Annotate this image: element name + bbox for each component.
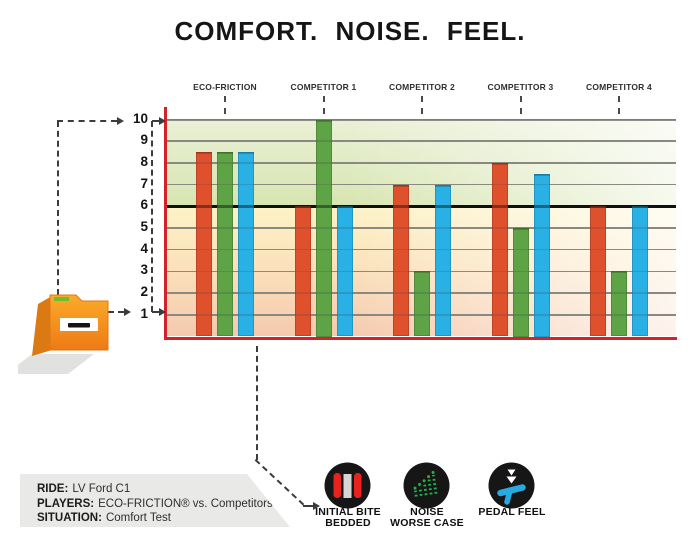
bar-pedal-feel — [238, 152, 254, 337]
legend-connector-horizontal — [303, 505, 313, 507]
bar-noise — [512, 228, 529, 337]
info-ride-label: RIDE: — [37, 483, 69, 495]
y-tick-label: 4 — [140, 240, 148, 256]
info-box: RIDE: LV Ford C1 PLAYERS: ECO-FRICTION® vs… — [20, 474, 290, 527]
threshold-line — [167, 205, 676, 208]
arrow-right-icon — [159, 308, 166, 316]
arrow-right-icon — [124, 308, 131, 316]
bar-initial-bite — [393, 184, 409, 337]
info-players: PLAYERS: ECO-FRICTION® vs. Competitors — [37, 497, 290, 512]
arrow-right-icon — [117, 117, 124, 125]
bar-pedal-feel — [435, 184, 451, 337]
noise-icon — [403, 462, 450, 509]
folder-connector-to-ten — [57, 120, 117, 122]
bar-pedal-feel — [336, 206, 353, 337]
column-header: COMPETITOR 2 — [388, 82, 455, 92]
bar-noise — [315, 119, 332, 337]
info-players-value: ECO-FRICTION® vs. Competitors — [98, 497, 273, 510]
bar-initial-bite — [294, 206, 311, 337]
gridline-overlay — [167, 183, 676, 186]
gridline-overlay — [167, 248, 676, 251]
legend-connector-vertical — [256, 346, 258, 460]
gridline-overlay — [167, 162, 676, 164]
pedal-icon — [488, 462, 535, 509]
column-dash-line — [519, 96, 522, 114]
info-situation: SITUATION: Comfort Test — [37, 511, 290, 526]
y-axis-line — [163, 107, 167, 340]
legend-label-line: INITIAL BITE — [315, 506, 381, 518]
y-tick-label: 10 — [132, 110, 148, 126]
y-tick-label: 2 — [140, 284, 148, 300]
gridline-overlay — [167, 270, 676, 273]
folder-connector-to-one — [108, 311, 124, 313]
bar-pedal-feel — [533, 173, 550, 337]
arrow-right-icon — [313, 502, 320, 510]
y-tick-label: 8 — [140, 153, 148, 169]
brake-pads-icon — [324, 462, 371, 509]
legend-label-pedal-feel: PEDAL FEEL — [447, 507, 577, 518]
column-header: COMPETITOR 3 — [487, 82, 554, 92]
x-axis-line — [163, 337, 677, 340]
legend-label-line: BEDDED — [325, 517, 371, 529]
folder-connector-vertical — [57, 121, 59, 295]
legend-label-line: NOISE — [410, 506, 444, 518]
gridline-overlay — [167, 292, 676, 294]
gridline — [167, 248, 676, 251]
info-ride: RIDE: LV Ford C1 — [37, 482, 290, 497]
gridline-overlay — [167, 140, 676, 142]
gridline — [167, 118, 676, 121]
gridline-overlay — [167, 118, 676, 121]
gridline — [167, 227, 676, 229]
column-dash-line — [618, 96, 620, 114]
gridline-overlay — [167, 314, 676, 316]
column-dash-line — [322, 96, 325, 114]
info-situation-label: SITUATION: — [37, 512, 102, 524]
column-header: COMPETITOR 1 — [290, 82, 357, 92]
folder-icon — [6, 282, 130, 378]
info-ride-value: LV Ford C1 — [72, 483, 131, 495]
scale-connector-top — [152, 120, 159, 122]
bar-pedal-feel — [632, 206, 648, 337]
column-dash-line — [421, 96, 423, 114]
y-tick-label: 7 — [140, 175, 148, 191]
y-tick-label: 6 — [140, 197, 148, 213]
y-tick-label: 3 — [140, 262, 148, 278]
scale-connector-bottom — [152, 311, 159, 313]
column-header: COMPETITOR 4 — [585, 82, 652, 92]
bar-noise — [414, 271, 430, 337]
page-title: COMFORT. NOISE. FEEL. — [174, 16, 526, 46]
scale-connector-vertical — [151, 121, 153, 312]
info-situation-value: Comfort Test — [105, 512, 171, 524]
legend-label-line: PEDAL FEEL — [478, 506, 546, 518]
bar-initial-bite — [590, 206, 606, 337]
legend-label-noise: NOISE WORSE CASE — [362, 507, 492, 529]
gridline — [167, 183, 676, 186]
gridline — [167, 140, 676, 142]
legend-label-initial-bite: INITIAL BITE BEDDED — [283, 507, 413, 529]
info-players-label: PLAYERS: — [37, 497, 95, 510]
y-tick-label: 1 — [140, 305, 148, 321]
bar-initial-bite — [196, 152, 212, 337]
y-tick-label: 5 — [140, 219, 148, 234]
y-tick-label: 9 — [140, 132, 148, 148]
column-header: ECO-FRICTION — [193, 82, 257, 92]
threshold-line-overlay — [167, 205, 676, 208]
column-dash-line — [224, 96, 226, 114]
bar-noise — [217, 152, 233, 337]
bar-initial-bite — [491, 162, 508, 337]
arrow-right-icon — [159, 117, 166, 125]
gridline-overlay — [167, 227, 676, 229]
gridline — [167, 162, 676, 164]
legend-label-line: WORSE CASE — [390, 517, 464, 529]
bar-noise — [611, 271, 627, 337]
